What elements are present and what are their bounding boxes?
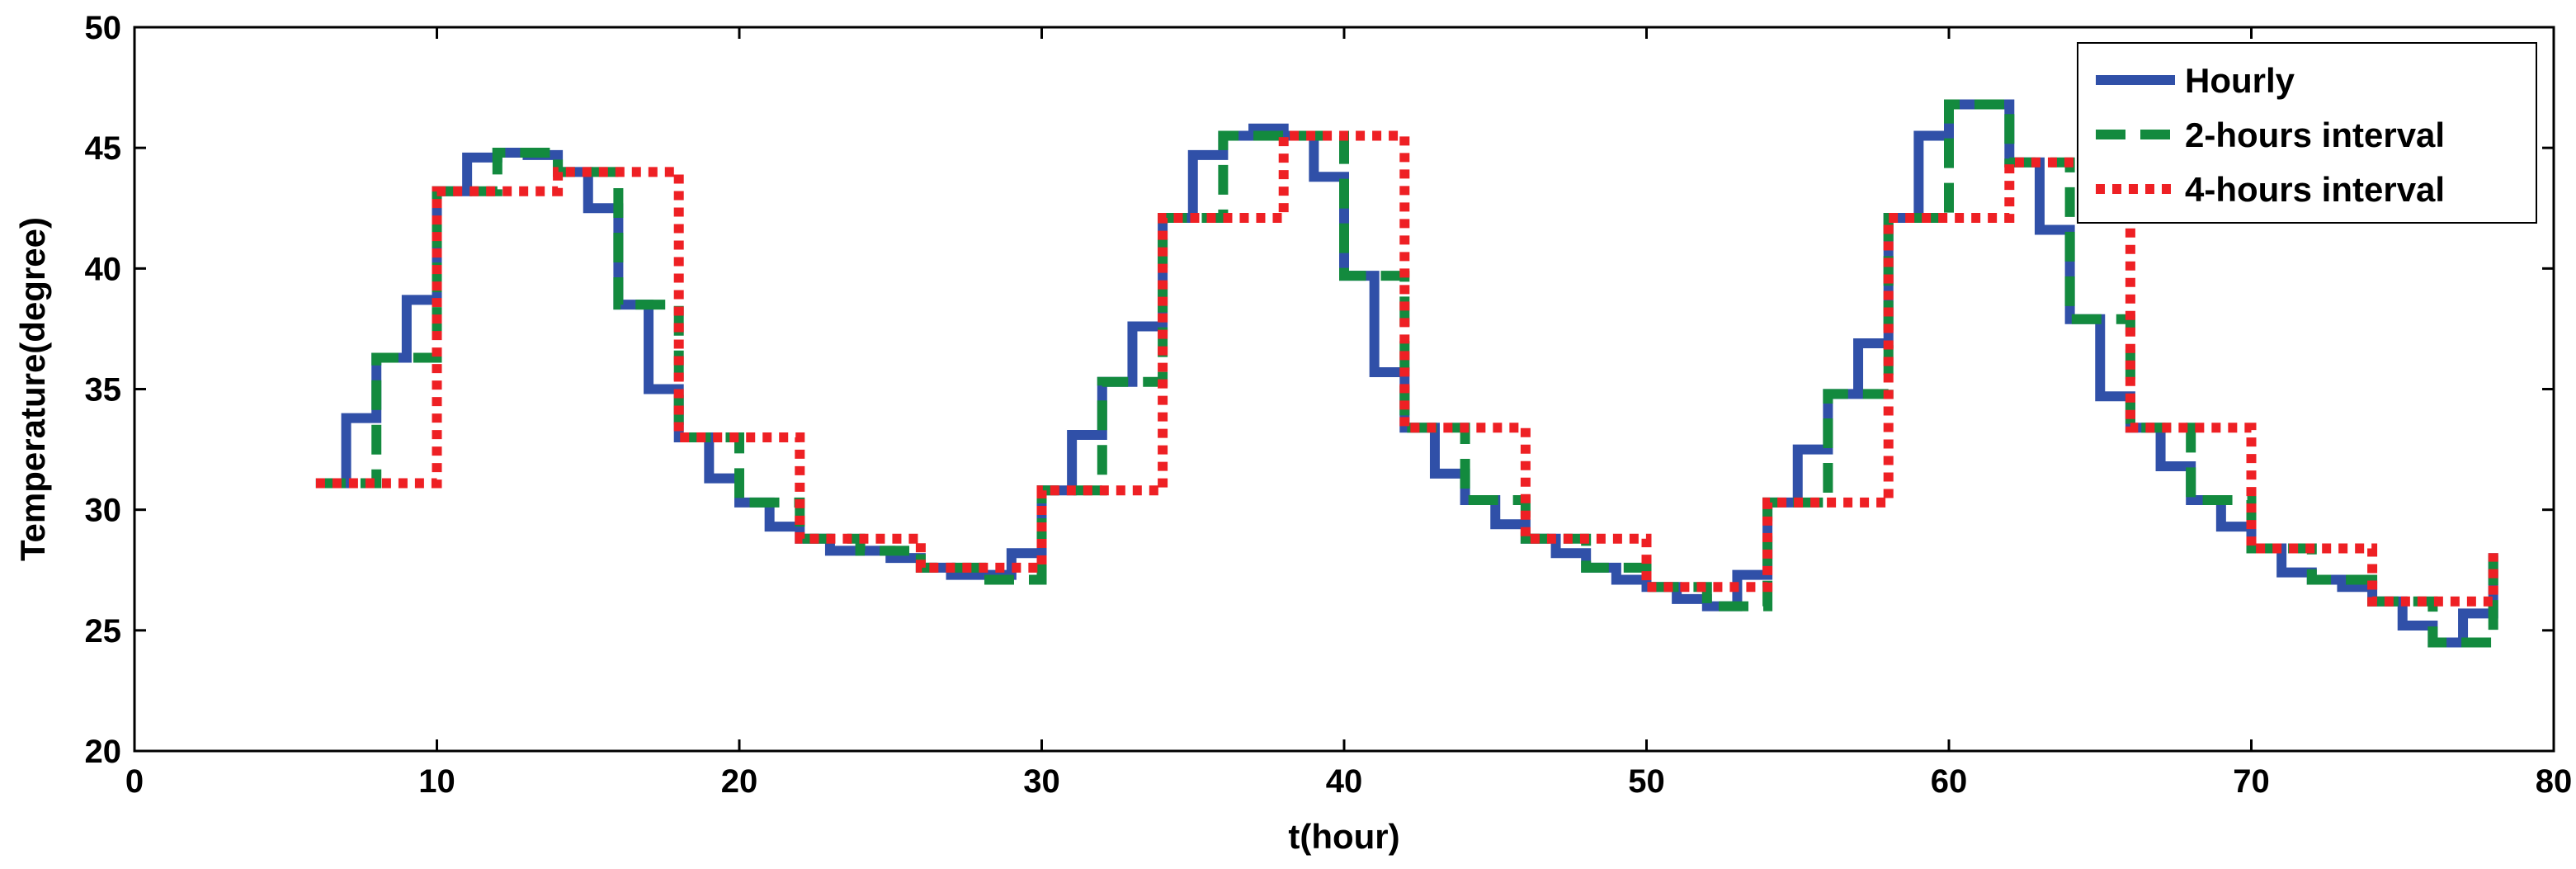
x-tick-label: 70 bbox=[2233, 763, 2270, 800]
x-tick-label: 20 bbox=[721, 763, 758, 800]
series-line bbox=[315, 130, 2498, 607]
y-tick-label: 45 bbox=[85, 130, 122, 167]
legend-label: 2-hours interval bbox=[2185, 116, 2445, 154]
x-tick-label: 80 bbox=[2536, 763, 2573, 800]
x-tick-label: 0 bbox=[125, 763, 144, 800]
x-tick-label: 30 bbox=[1023, 763, 1060, 800]
x-tick-label: 10 bbox=[418, 763, 455, 800]
x-tick-label: 50 bbox=[1628, 763, 1665, 800]
y-tick-label: 50 bbox=[85, 10, 122, 46]
legend: Hourly 2-hours interval 4-hours interval bbox=[2077, 42, 2537, 224]
legend-label: 4-hours interval bbox=[2185, 170, 2445, 209]
axis-ticks: 0 10 20 30 40 50 60 70 80 20 25 30 35 40 45 50 bbox=[85, 10, 2573, 800]
y-tick-label: 25 bbox=[85, 613, 122, 649]
x-tick-label: 60 bbox=[1931, 763, 1968, 800]
plot-area bbox=[315, 99, 2498, 648]
y-tick-label: 35 bbox=[85, 372, 122, 409]
y-tick-label: 40 bbox=[85, 251, 122, 287]
y-tick-label: 20 bbox=[85, 734, 122, 770]
x-axis-title: t(hour) bbox=[1288, 817, 1399, 856]
y-axis-title: Temperature(degree) bbox=[13, 217, 52, 561]
legend-label: Hourly bbox=[2185, 61, 2295, 100]
x-tick-label: 40 bbox=[1326, 763, 1363, 800]
y-tick-label: 30 bbox=[85, 493, 122, 529]
